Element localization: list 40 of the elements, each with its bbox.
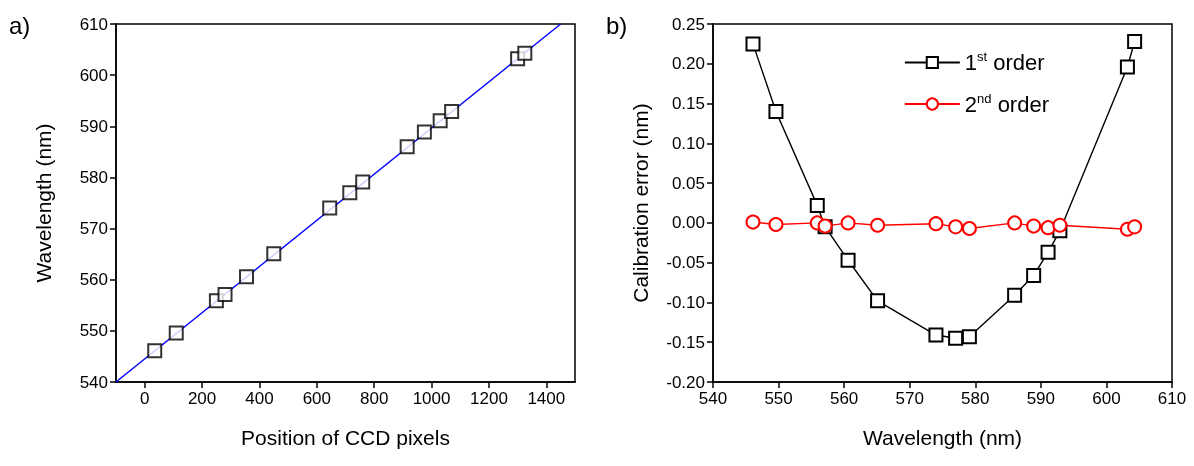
chart-title: b) [606, 11, 628, 39]
y-tick-label: 0.00 [671, 213, 705, 233]
y-tick-label: 570 [79, 219, 108, 239]
y-tick-label: 610 [79, 14, 108, 34]
y-tick-label: 590 [79, 116, 108, 136]
y-tick-label: -0.05 [666, 253, 705, 273]
y-tick-label: 600 [79, 65, 108, 85]
x-tick-label: 1400 [527, 389, 566, 408]
y-tick-label: 550 [79, 321, 108, 341]
y-tick-label: 0.05 [671, 173, 705, 193]
x-tick-label: 200 [187, 389, 217, 408]
y-tick-label: 560 [79, 270, 108, 290]
x-tick-label: 800 [360, 389, 389, 408]
x-tick-label: 560 [829, 389, 859, 408]
x-tick-label: 540 [698, 389, 728, 408]
x-tick-label: 400 [245, 389, 274, 408]
y-tick-label: 540 [79, 372, 108, 392]
x-tick-label: 1200 [470, 389, 508, 408]
x-axis-title: Wavelength (nm) [862, 426, 1023, 449]
x-tick-label: 610 [1157, 389, 1187, 408]
y-tick-label: 580 [79, 167, 108, 187]
x-tick-label: 550 [764, 389, 793, 408]
x-tick-label: 600 [302, 389, 331, 408]
y-tick-label: -0.20 [666, 372, 705, 392]
y-tick-label: 0.10 [671, 133, 705, 153]
y-tick-label: -0.10 [666, 292, 705, 312]
y-tick-label: 0.20 [671, 54, 705, 74]
x-tick-label: 590 [1026, 389, 1056, 408]
chart-title: a) [9, 11, 31, 39]
x-tick-label: 600 [1092, 389, 1121, 408]
y-axis-title: Wavelength (nm) [32, 123, 55, 283]
y-axis-title: Calibration error (nm) [629, 103, 652, 303]
x-tick-label: 0 [139, 389, 150, 408]
x-tick-label: 1000 [412, 389, 451, 408]
y-tick-label: -0.15 [666, 332, 705, 352]
x-axis-title: Position of CCD pixels [241, 426, 450, 449]
y-tick-label: 0.25 [671, 14, 705, 34]
x-tick-label: 580 [961, 389, 990, 408]
y-tick-label: 0.15 [671, 94, 705, 114]
x-tick-label: 570 [895, 389, 924, 408]
